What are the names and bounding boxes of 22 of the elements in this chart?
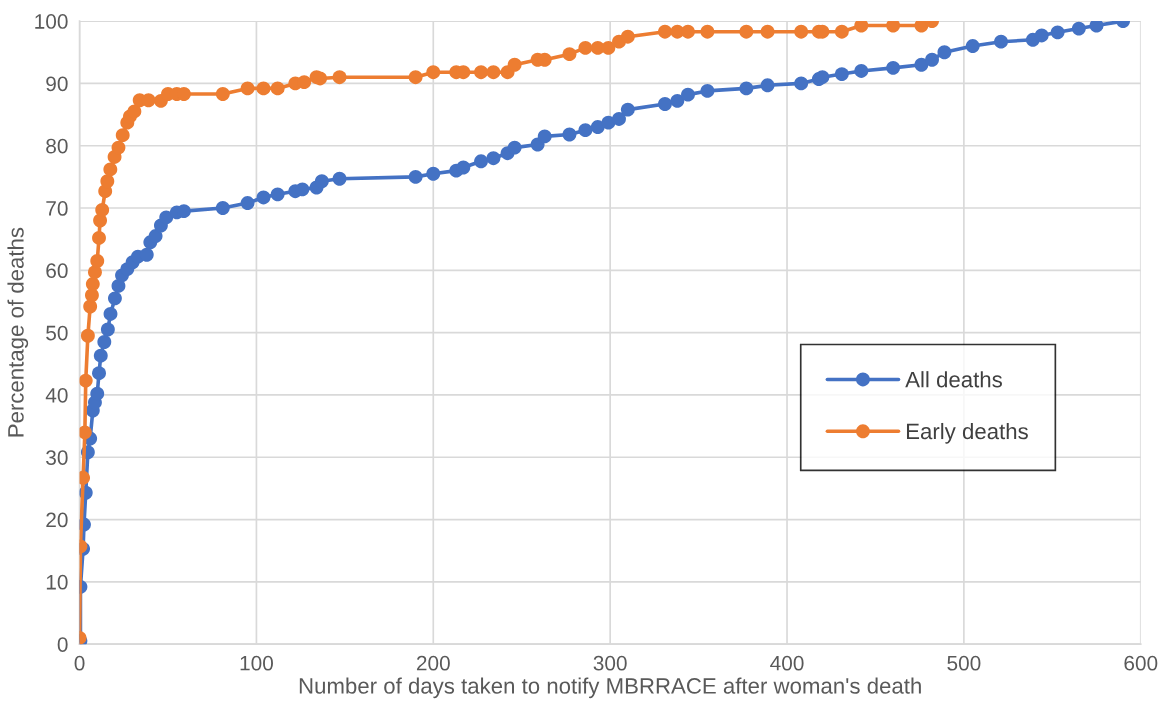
y-tick-label: 60 bbox=[46, 263, 68, 279]
y-tick-label: 50 bbox=[46, 325, 68, 341]
x-tick-label: 200 bbox=[416, 655, 450, 671]
y-tick-label: 40 bbox=[45, 387, 68, 403]
y-tick-label: 90 bbox=[46, 76, 68, 92]
y-tick-label: 70 bbox=[46, 201, 68, 216]
x-tick-label: 400 bbox=[770, 655, 804, 671]
y-tick-label: 30 bbox=[46, 450, 68, 465]
y-tick-label: 100 bbox=[35, 14, 68, 29]
y-tick-label: 10 bbox=[46, 574, 68, 590]
y-tick-label: 0 bbox=[57, 637, 68, 652]
y-tick-label: 80 bbox=[46, 138, 68, 154]
x-tick-label: 0 bbox=[74, 655, 85, 671]
legend-label: Early deaths bbox=[906, 422, 1028, 444]
x-tick-label: 100 bbox=[240, 655, 273, 671]
y-axis-title: Percentage of deaths bbox=[7, 227, 29, 437]
x-tick-label: 500 bbox=[947, 655, 981, 671]
x-tick-label: 300 bbox=[593, 655, 627, 671]
y-tick-label: 20 bbox=[46, 512, 68, 528]
x-tick-label: 600 bbox=[1124, 655, 1158, 671]
x-axis-title: Number of days taken to notify MBRRACE after woman's death bbox=[299, 677, 921, 699]
legend-label: All deaths bbox=[905, 371, 1002, 388]
